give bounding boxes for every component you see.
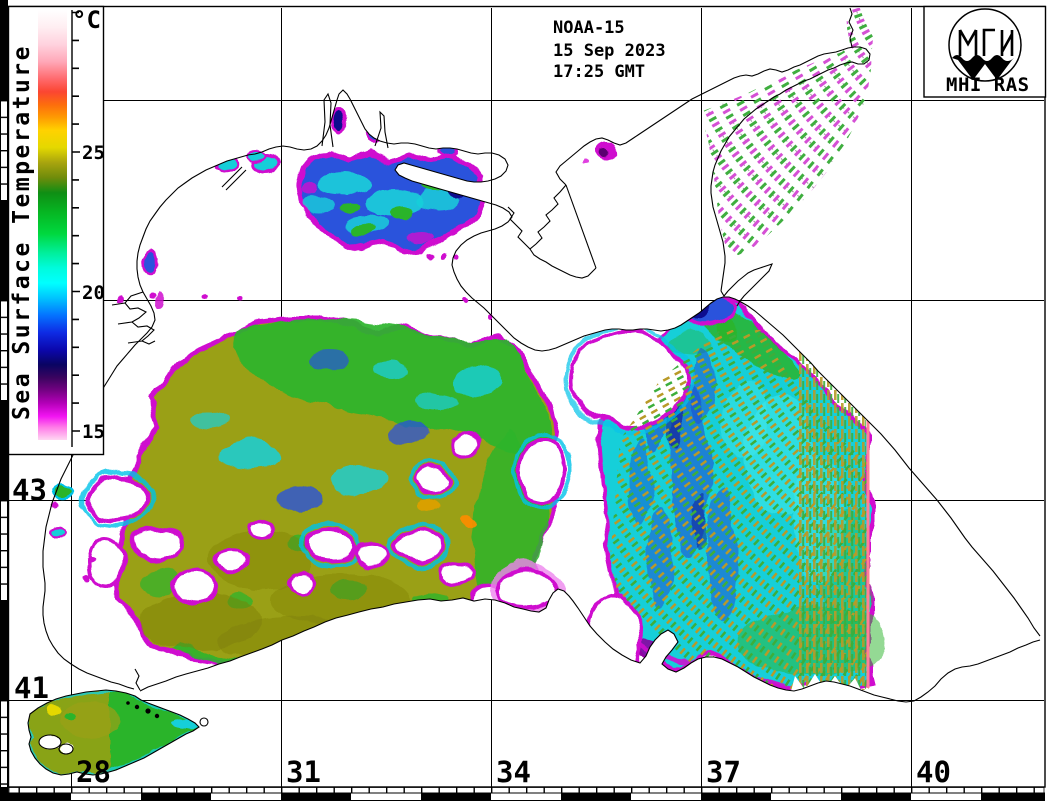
coastlines [27, 7, 1041, 776]
acquisition-time: 17:25 GMT [553, 62, 645, 82]
marmara-islands [126, 701, 160, 719]
left-degree-ruler [0, 0, 8, 801]
logo-label: MHI RAS [946, 74, 1030, 96]
satellite-name: NOAA-15 [553, 18, 625, 38]
isolated-specks [51, 141, 618, 581]
swath-edge-line [866, 400, 870, 688]
logo-box: MHI RAS [923, 5, 1047, 98]
lon-label-31: 31 [286, 755, 321, 789]
lat-label-43: 43 [12, 473, 47, 507]
lon-label-40: 40 [916, 755, 951, 789]
colorbar-unit: °C [72, 6, 101, 34]
lon-label-34: 34 [496, 755, 531, 789]
logo-emblem-icon [958, 28, 1014, 56]
colorbar-panel: °C 25 20 15 Sea Surface Temperature [7, 5, 105, 456]
acquisition-date: 15 Sep 2023 [553, 41, 666, 61]
lon-label-28: 28 [76, 755, 111, 789]
header-annotation: NOAA-15 15 Sep 2023 17:25 GMT [553, 18, 666, 82]
colorbar-ticks [72, 11, 80, 432]
colorbar-gradient [38, 10, 67, 440]
colorbar-title: Sea Surface Temperature [9, 44, 35, 420]
bottom-degree-ruler [8, 792, 1045, 801]
lon-label-37: 37 [706, 755, 741, 789]
logo-circle-icon [948, 8, 1022, 82]
colorbar-tick-15: 15 [82, 421, 105, 443]
colorbar-tick-20: 20 [82, 282, 105, 304]
colorbar-tick-25: 25 [82, 142, 105, 164]
graticule-labels: 43 41 28 31 34 37 40 [12, 473, 951, 789]
left-ruler-corner [0, 787, 9, 801]
logo-wave-icon [952, 55, 1014, 80]
lat-label-41: 41 [14, 671, 49, 705]
cloud-holes [81, 325, 693, 684]
